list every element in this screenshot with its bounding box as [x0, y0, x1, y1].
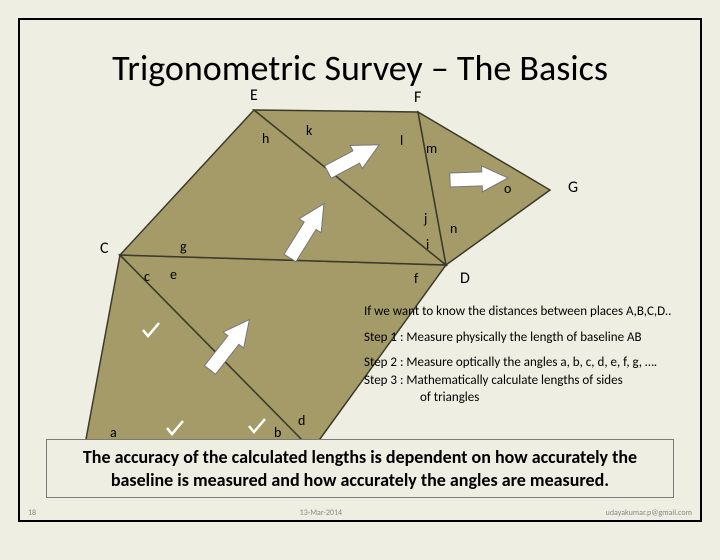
accuracy-note: The accuracy of the calculated lengths i… [46, 439, 674, 498]
vertex-label-D: D [460, 269, 470, 288]
angle-label-d: d [298, 412, 305, 429]
vertex-label-F: F [414, 88, 421, 107]
footer-date: 13-Mar-2014 [300, 508, 342, 518]
step-3b: of triangles [364, 389, 720, 407]
angle-label-n: n [450, 220, 457, 237]
steps-intro: If we want to know the distances between… [364, 303, 720, 321]
angle-label-j: j [424, 210, 427, 227]
angle-label-m: m [426, 140, 437, 157]
angle-label-e: e [170, 266, 177, 283]
vertex-label-G: G [568, 178, 578, 197]
footer-page: 18 [28, 508, 36, 518]
slide-frame: Trigonometric Survey – The Basics ABCDEF… [18, 18, 702, 522]
angle-label-l: l [400, 132, 403, 149]
angle-label-o: o [504, 180, 511, 197]
angle-label-i: i [426, 236, 429, 253]
steps-text: If we want to know the distances between… [364, 303, 720, 415]
vertex-label-C: C [100, 239, 109, 258]
step-3a: Step 3 : Mathematically calculate length… [364, 372, 720, 390]
vertex-label-E: E [250, 86, 258, 105]
step-1: Step 1 : Measure physically the length o… [364, 329, 720, 347]
angle-label-k: k [306, 122, 312, 139]
angle-label-f: f [414, 270, 418, 287]
step-2: Step 2 : Measure optically the angles a,… [364, 354, 720, 372]
footer: 18 13-Mar-2014 udayakumar.p@gmail.com [20, 508, 700, 518]
angle-label-g: g [180, 238, 187, 255]
angle-label-h: h [262, 130, 269, 147]
angle-label-c: c [144, 268, 150, 285]
footer-email: udayakumar.p@gmail.com [606, 508, 692, 518]
